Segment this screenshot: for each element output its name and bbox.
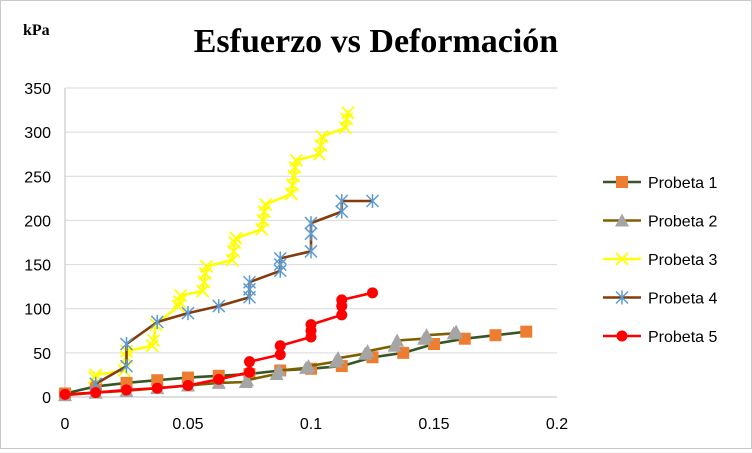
data-point (289, 153, 303, 168)
data-point (117, 363, 131, 378)
data-point (150, 314, 164, 329)
y-tick-label: 250 (24, 169, 51, 186)
data-point (119, 359, 134, 374)
legend-marker (616, 176, 628, 188)
series-line (93, 112, 350, 379)
data-point (367, 287, 378, 299)
data-point (301, 359, 316, 373)
data-point (182, 371, 194, 384)
data-point (335, 194, 349, 209)
series-4 (89, 194, 380, 391)
data-point (151, 374, 164, 387)
legend-marker (615, 252, 629, 266)
data-point (305, 319, 317, 331)
data-point (151, 382, 163, 394)
x-tick-label: 0.2 (546, 416, 568, 433)
data-point (419, 328, 434, 342)
legend-entry-5: Probeta 5 (603, 329, 717, 346)
data-point (390, 333, 405, 347)
y-axis-unit-label: kPa (23, 22, 50, 39)
data-point (315, 129, 329, 144)
data-point (244, 356, 255, 368)
y-tick-label: 150 (24, 258, 51, 275)
data-point (341, 106, 355, 120)
tick-labels: 0 50 100 150 200 250 300 350 0 0.05 0.1 0.15 0.2 (24, 81, 568, 433)
axes (64, 88, 557, 398)
y-tick-label: 350 (24, 81, 51, 98)
data-point (365, 194, 380, 209)
data-point (258, 197, 273, 212)
data-point (272, 363, 287, 377)
data-point (229, 231, 243, 245)
data-point (244, 366, 255, 378)
y-tick-label: 200 (24, 213, 51, 230)
series-3 (87, 106, 355, 385)
data-point (304, 244, 318, 259)
y-tick-label: 100 (24, 302, 51, 319)
data-point (181, 306, 195, 321)
series-line (95, 199, 373, 385)
x-tick-label: 0.15 (418, 416, 449, 433)
data-point (520, 325, 533, 338)
series-5 (59, 287, 378, 400)
legend-marker (615, 290, 629, 305)
data-point (59, 388, 71, 400)
data-point (360, 344, 375, 358)
legend-label: Probeta 3 (648, 252, 717, 269)
gridlines (65, 87, 557, 354)
data-point (182, 380, 194, 392)
data-point (90, 387, 102, 399)
legend-entry-1: Probeta 1 (603, 175, 717, 192)
data-point (145, 339, 159, 353)
legend-marker (615, 213, 629, 227)
data-point (304, 216, 318, 231)
legend-label: Probeta 5 (648, 329, 717, 346)
legend-label: Probeta 4 (648, 291, 717, 308)
data-point (336, 294, 348, 306)
data-point (331, 351, 346, 365)
data-point (242, 275, 257, 290)
data-point (336, 309, 348, 321)
legend-entry-2: Probeta 2 (603, 213, 717, 231)
legend: Probeta 1 Probeta 2 Probeta 3 Probeta 4 Prob… (603, 175, 717, 346)
x-tick-label: 0.05 (172, 416, 203, 433)
data-point (240, 373, 255, 387)
legend-entry-4: Probeta 4 (603, 290, 717, 308)
data-point (449, 324, 464, 338)
x-tick-label: 0.1 (300, 416, 322, 433)
data-point (274, 340, 286, 352)
data-point (213, 373, 225, 385)
chart-title: Esfuerzo vs Deformación (194, 23, 559, 60)
data-point (119, 337, 134, 352)
data-point (273, 251, 287, 266)
y-tick-label: 0 (42, 390, 51, 407)
legend-entry-3: Probeta 3 (603, 252, 717, 269)
data-point (212, 299, 226, 314)
data-point (489, 329, 502, 342)
data-point (274, 349, 286, 361)
data-point (171, 299, 185, 313)
legend-label: Probeta 2 (648, 214, 717, 231)
y-tick-label: 300 (24, 125, 51, 142)
legend-marker (616, 330, 628, 342)
x-tick-label: 0 (61, 416, 70, 433)
legend-label: Probeta 1 (648, 175, 717, 192)
data-point (173, 288, 188, 303)
data-point (121, 384, 132, 396)
y-tick-label: 50 (33, 346, 51, 363)
series-layer (58, 106, 533, 402)
data-point (146, 333, 161, 348)
data-point (199, 259, 214, 273)
data-point (228, 235, 242, 250)
